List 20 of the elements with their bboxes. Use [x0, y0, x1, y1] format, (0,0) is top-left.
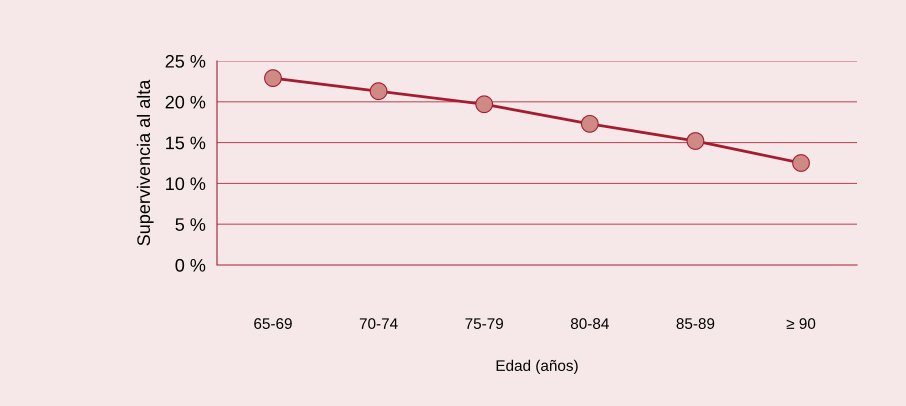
point [475, 95, 494, 114]
y-tick-label: 0 % [175, 258, 206, 272]
point [264, 69, 282, 88]
x-axis-title: Edad (años) [496, 360, 578, 374]
point [792, 154, 810, 172]
y-tick-label: 5 % [176, 218, 206, 231]
y-tick-label: 25 % [166, 54, 206, 68]
y-tick-label: 15 % [166, 136, 206, 150]
x-tick-label: 80-84 [570, 318, 609, 329]
x-tick-label: 65-69 [254, 318, 292, 329]
point [370, 82, 388, 100]
x-tick-label: 75-79 [465, 318, 504, 329]
y-tick-label: 20 % [166, 96, 206, 109]
x-tick-label: 85-89 [676, 318, 714, 329]
y-axis-title: Supervivencia al alta [136, 80, 154, 246]
point [686, 132, 704, 150]
x-tick-label: 70-74 [360, 318, 398, 329]
point [580, 114, 599, 133]
y-tick-label: 10 % [166, 177, 206, 190]
x-tick-label: ≥ 90 [786, 318, 816, 329]
